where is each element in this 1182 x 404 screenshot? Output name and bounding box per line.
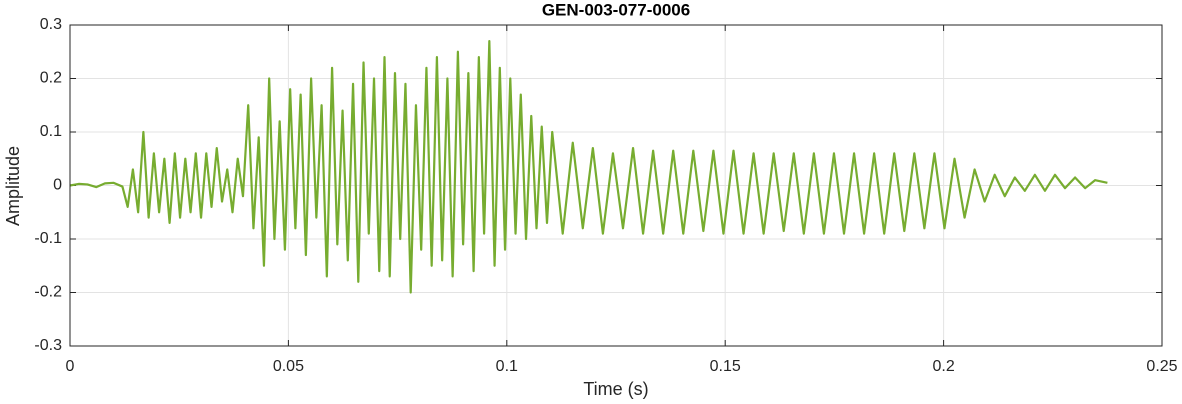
y-tick-label: 0.1 [40,123,62,140]
y-tick-label: 0.3 [40,16,62,33]
y-tick-label: -0.2 [34,284,62,301]
x-tick-label: 0.05 [273,358,304,375]
x-tick-label: 0.1 [496,358,518,375]
x-tick-label: 0.25 [1146,358,1177,375]
x-tick-label: 0.15 [710,358,741,375]
x-axis-label: Time (s) [583,379,648,399]
waveform-line [69,39,1108,294]
x-tick-label: 0 [66,358,75,375]
y-tick-label: 0.2 [40,70,62,87]
y-tick-label: 0 [53,177,62,194]
plot-border [69,24,1163,347]
x-tick-label: 0.2 [932,358,954,375]
y-axis-label: Amplitude [3,146,23,226]
y-tick-label: -0.1 [34,230,62,247]
y-tick-label: -0.3 [34,337,62,354]
chart-title: GEN-003-077-0006 [542,0,690,19]
